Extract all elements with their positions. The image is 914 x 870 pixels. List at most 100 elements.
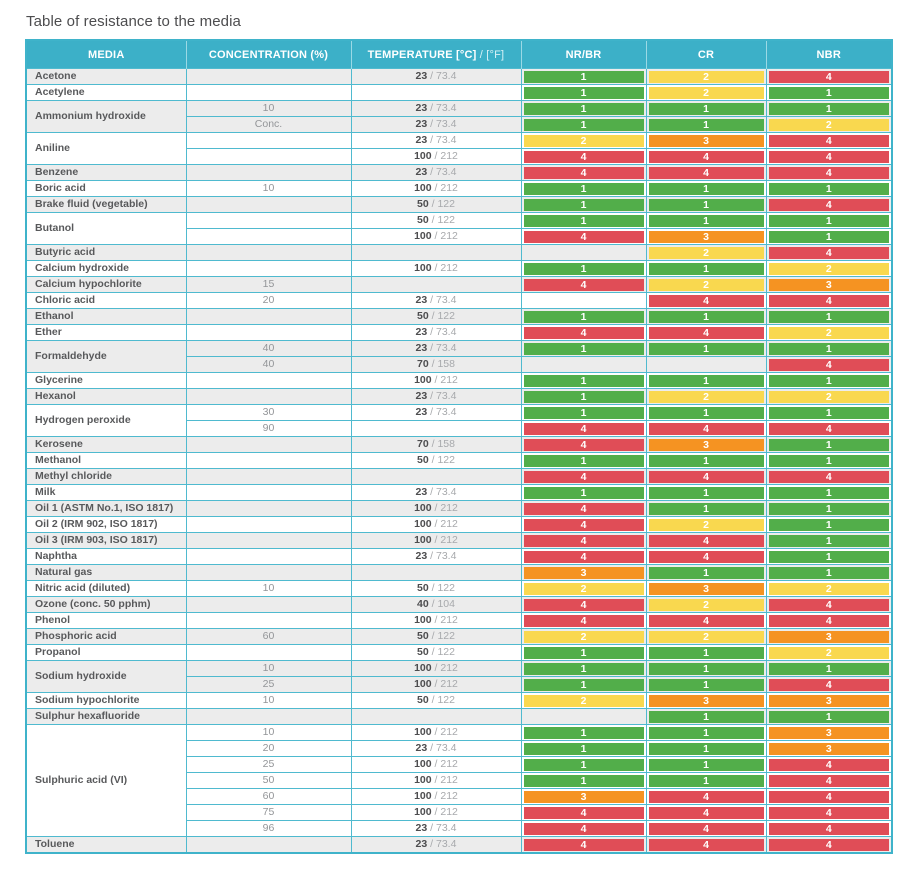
rating-cell-nbr: 4 (765, 468, 893, 485)
rating-chip (524, 359, 644, 371)
rating-cell-cr: 1 (645, 372, 767, 389)
rating-cell-nr-br: 4 (520, 804, 647, 821)
rating-chip: 4 (648, 614, 764, 627)
rating-cell-nr-br: 4 (520, 324, 647, 341)
rating-chip: 1 (523, 102, 644, 115)
table-row: Kerosene 70 / 158 4 3 1 (25, 436, 893, 453)
rating-cell-nr-br: 1 (520, 452, 647, 469)
header-nbr: NBR (765, 40, 892, 69)
rating-cell-nr-br: 1 (520, 388, 647, 405)
rating-chip: 4 (648, 838, 764, 851)
rating-cell-nr-br: 1 (520, 644, 647, 661)
rating-chip: 2 (768, 646, 889, 659)
rating-cell-nr-br: 4 (520, 548, 647, 565)
rating-cell-nr-br: 1 (520, 740, 647, 757)
media-cell: Brake fluid (vegetable) (25, 196, 187, 213)
temperature-cell: 70 / 158 (350, 436, 522, 453)
header-media: MEDIA (26, 40, 186, 69)
rating-chip: 4 (768, 758, 889, 771)
rating-chip: 2 (523, 630, 644, 643)
temperature-cell: 100 / 212 (350, 516, 522, 533)
table-row: Oil 3 (IRM 903, ISO 1817) 100 / 212 4 4 1 (25, 532, 893, 549)
rating-cell-cr: 4 (645, 420, 767, 437)
concentration-cell: 75 (185, 804, 352, 821)
table-row: Naphtha 23 / 73.4 4 4 1 (25, 548, 893, 565)
rating-cell-nr-br: 4 (520, 836, 647, 854)
rating-cell-nr-br: 4 (520, 228, 647, 245)
rating-chip: 1 (648, 118, 764, 131)
rating-cell-nbr: 4 (765, 420, 893, 437)
rating-chip: 4 (768, 166, 889, 179)
rating-chip: 4 (523, 326, 644, 339)
table-row: Sodium hypochlorite 10 50 / 122 2 3 3 (25, 692, 893, 709)
concentration-cell (185, 548, 352, 565)
rating-cell-nr-br: 1 (520, 404, 647, 421)
rating-cell-cr: 3 (645, 228, 767, 245)
rating-chip: 1 (523, 374, 644, 387)
temperature-cell: 23 / 73.4 (350, 484, 522, 501)
rating-cell-nr-br: 2 (520, 132, 647, 149)
rating-cell-nr-br: 1 (520, 180, 647, 197)
rating-cell-nbr: 3 (765, 724, 893, 741)
rating-chip: 2 (523, 694, 644, 707)
temperature-cell: 23 / 73.4 (350, 116, 522, 133)
rating-chip: 1 (768, 230, 889, 243)
rating-chip: 4 (648, 470, 764, 483)
temperature-cell: 40 / 104 (350, 596, 522, 613)
concentration-cell (185, 260, 352, 277)
media-cell: Kerosene (25, 436, 187, 453)
rating-cell-cr: 3 (645, 132, 767, 149)
temperature-cell: 50 / 122 (350, 452, 522, 469)
table-row: Natural gas 3 1 1 (25, 564, 893, 581)
rating-cell-cr: 1 (645, 660, 767, 677)
header-row: MEDIA CONCENTRATION (%) TEMPERATURE [°C]… (26, 40, 892, 69)
rating-chip: 4 (523, 438, 644, 451)
rating-chip: 3 (768, 726, 889, 739)
concentration-cell: 20 (185, 740, 352, 757)
rating-cell-nr-br: 4 (520, 820, 647, 837)
concentration-cell: 96 (185, 820, 352, 837)
temperature-cell (350, 708, 522, 725)
rating-chip: 2 (648, 598, 764, 611)
header-nr-br: NR/BR (520, 40, 646, 69)
rating-chip: 1 (768, 182, 889, 195)
media-cell: Sodium hydroxide (25, 660, 187, 693)
temperature-cell: 23 / 73.4 (350, 740, 522, 757)
rating-cell-nr-br: 2 (520, 628, 647, 645)
rating-cell-cr: 1 (645, 740, 767, 757)
rating-cell-cr: 1 (645, 756, 767, 773)
rating-cell-nr-br (520, 292, 647, 309)
media-cell: Hydrogen peroxide (25, 404, 187, 437)
temperature-cell (350, 564, 522, 581)
media-cell: Sulphur hexafluoride (25, 708, 187, 725)
rating-cell-nbr: 4 (765, 596, 893, 613)
table-row: Formaldehyde 40 23 / 73.4 1 1 1 (25, 340, 893, 373)
rating-chip: 1 (648, 406, 764, 419)
temperature-cell: 100 / 212 (350, 228, 522, 245)
rating-chip: 4 (768, 790, 889, 803)
rating-cell-nbr: 4 (765, 772, 893, 789)
table-row: Brake fluid (vegetable) 50 / 122 1 1 4 (25, 196, 893, 213)
table-row: Oil 1 (ASTM No.1, ISO 1817) 100 / 212 4 1 1 (25, 500, 893, 517)
rating-chip: 4 (523, 550, 644, 563)
rating-chip: 4 (523, 838, 644, 851)
rating-cell-nbr: 4 (765, 148, 893, 165)
rating-cell-nr-br: 4 (520, 164, 647, 181)
temperature-cell: 23 / 73.4 (350, 388, 522, 405)
rating-chip: 1 (648, 774, 764, 787)
rating-chip: 1 (523, 214, 644, 227)
rating-cell-nr-br: 4 (520, 436, 647, 453)
rating-chip: 4 (523, 822, 644, 835)
rating-chip: 2 (648, 518, 764, 531)
rating-cell-nr-br: 4 (520, 276, 647, 293)
concentration-cell (185, 244, 352, 261)
rating-cell-cr: 4 (645, 804, 767, 821)
rating-chip: 4 (768, 822, 889, 835)
rating-cell-nr-br: 1 (520, 308, 647, 325)
media-cell: Sulphuric acid (VI) (25, 724, 187, 837)
temperature-cell: 100 / 212 (350, 612, 522, 629)
rating-chip: 1 (523, 182, 644, 195)
rating-chip: 1 (523, 70, 644, 83)
rating-cell-nr-br: 4 (520, 612, 647, 629)
concentration-cell (185, 84, 352, 101)
